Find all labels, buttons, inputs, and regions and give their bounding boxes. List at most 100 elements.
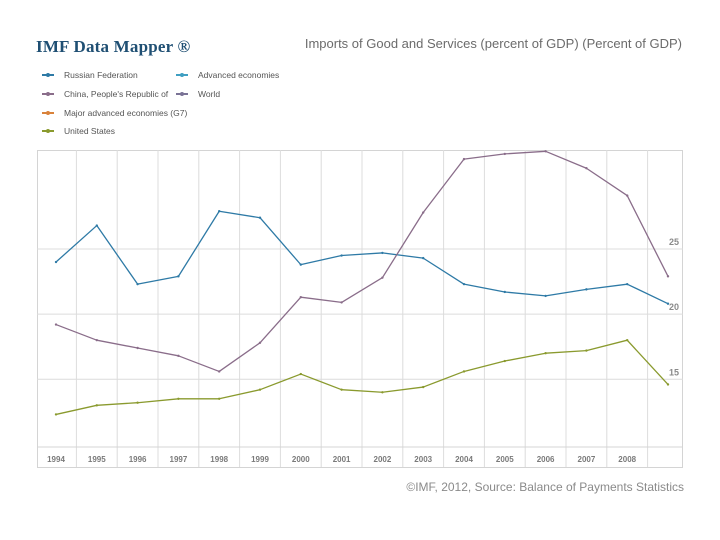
x-tick-label: 2004 [455, 455, 473, 464]
series-segment-russian-federation [218, 210, 261, 219]
legend-swatch-china [42, 92, 54, 96]
x-tick-label: 1995 [88, 455, 106, 464]
data-point-russian-federation [381, 251, 384, 255]
series-segment-russian-federation [626, 283, 669, 305]
data-point-russian-federation [177, 275, 180, 278]
legend-swatch-world [176, 92, 188, 96]
data-point-china-people-s-republic-of [585, 167, 588, 170]
series-segment-china-people-s-republic-of [300, 296, 343, 304]
legend-item-china[interactable]: China, People's Republic of [42, 89, 168, 99]
series-segment-china-people-s-republic-of [259, 296, 302, 344]
data-point-russian-federation [136, 282, 139, 286]
data-point-united-states [258, 388, 262, 391]
x-tick-label: 2008 [618, 455, 636, 464]
series-segment-russian-federation [463, 283, 506, 293]
data-point-china-people-s-republic-of [136, 346, 139, 350]
legend-item-advanced-economies[interactable]: Advanced economies [176, 70, 279, 80]
series-segment-russian-federation [504, 291, 547, 297]
legend-label: Russian Federation [64, 70, 138, 80]
data-point-united-states [95, 404, 99, 407]
series-segment-russian-federation [136, 275, 180, 285]
series-segment-united-states [300, 373, 343, 391]
data-point-united-states [666, 383, 670, 386]
series-segment-china-people-s-republic-of [218, 342, 261, 373]
x-tick-label: 1998 [210, 455, 228, 464]
series-segment-russian-federation [300, 254, 343, 266]
data-point-united-states [381, 391, 384, 394]
series-segment-russian-federation [422, 257, 465, 285]
series-segment-china-people-s-republic-of [626, 194, 669, 278]
legend-label: World [198, 89, 221, 99]
data-point-russian-federation [544, 294, 547, 298]
data-point-united-states [54, 413, 58, 416]
data-point-china-people-s-republic-of [422, 211, 425, 214]
series-segment-china-people-s-republic-of [96, 339, 139, 349]
legend-item-g7[interactable]: Major advanced economies (G7) [42, 108, 187, 118]
x-tick-label: 1994 [47, 455, 65, 464]
legend-item-world[interactable]: World [176, 89, 220, 99]
series-segment-united-states [218, 389, 261, 400]
series-segment-united-states [381, 386, 424, 393]
legend-swatch-united-states [42, 129, 54, 133]
data-point-united-states [626, 338, 629, 342]
series-segment-china-people-s-republic-of [381, 211, 424, 279]
series-segment-united-states [422, 370, 465, 388]
data-point-united-states [218, 397, 221, 401]
x-tick-label: 1997 [170, 455, 188, 464]
data-point-united-states [585, 349, 588, 352]
series-segment-russian-federation [96, 224, 139, 285]
x-tick-label: 2006 [537, 455, 555, 464]
series-segment-china-people-s-republic-of [504, 150, 547, 155]
brand-logo[interactable]: IMF Data Mapper ® [36, 37, 191, 56]
x-tick-label: 1996 [129, 455, 147, 464]
series-segment-russian-federation [340, 252, 384, 257]
data-point-china-people-s-republic-of [544, 150, 547, 153]
y-tick-label: 25 [669, 237, 679, 247]
x-tick-label: 2001 [333, 455, 351, 464]
series-segment-united-states [136, 398, 180, 404]
data-point-china-people-s-republic-of [666, 275, 670, 278]
data-point-united-states [503, 359, 506, 363]
legend-label: United States [64, 126, 116, 136]
data-point-china-people-s-republic-of [503, 152, 506, 156]
legend-item-united-states[interactable]: United States [42, 126, 115, 136]
y-tick-label: 15 [669, 367, 679, 377]
data-point-russian-federation [340, 254, 343, 257]
series-segment-russian-federation [381, 252, 424, 259]
source-note: ©IMF, 2012, Source: Balance of Payments … [406, 480, 684, 494]
plot-area [37, 150, 683, 468]
legend-swatch-advanced-economies [176, 73, 188, 77]
data-point-china-people-s-republic-of [462, 157, 466, 161]
series-segment-china-people-s-republic-of [585, 167, 628, 197]
data-point-united-states [544, 352, 547, 355]
data-point-china-people-s-republic-of [381, 276, 384, 279]
series-segment-russian-federation [177, 210, 220, 278]
data-point-russian-federation [218, 210, 221, 213]
legend-item-russian-federation[interactable]: Russian Federation [42, 70, 138, 80]
legend-swatch-g7 [42, 111, 54, 115]
data-point-china-people-s-republic-of [340, 301, 343, 304]
chart-title: Imports of Good and Services (percent of… [304, 36, 682, 51]
series-segment-united-states [504, 352, 547, 362]
series-segment-china-people-s-republic-of [177, 355, 220, 373]
series-segment-china-people-s-republic-of [55, 323, 98, 341]
data-point-united-states [340, 388, 343, 391]
series-segment-united-states [340, 389, 384, 393]
x-tick-label: 2007 [578, 455, 596, 464]
legend-swatch-russian-federation [42, 73, 54, 77]
data-point-russian-federation [462, 282, 466, 286]
data-point-china-people-s-republic-of [177, 354, 180, 358]
data-point-united-states [136, 401, 139, 404]
legend-label: Major advanced economies (G7) [64, 108, 188, 118]
series-segment-russian-federation [544, 288, 588, 297]
data-point-russian-federation [95, 224, 99, 227]
series-segment-china-people-s-republic-of [340, 277, 384, 304]
data-point-russian-federation [666, 302, 670, 305]
data-point-russian-federation [503, 290, 506, 294]
x-tick-label: 2002 [374, 455, 392, 464]
legend-label: China, People's Republic of [64, 89, 169, 99]
series-segment-china-people-s-republic-of [136, 347, 180, 357]
data-point-russian-federation [299, 263, 302, 266]
legend-label: Advanced economies [198, 70, 280, 80]
